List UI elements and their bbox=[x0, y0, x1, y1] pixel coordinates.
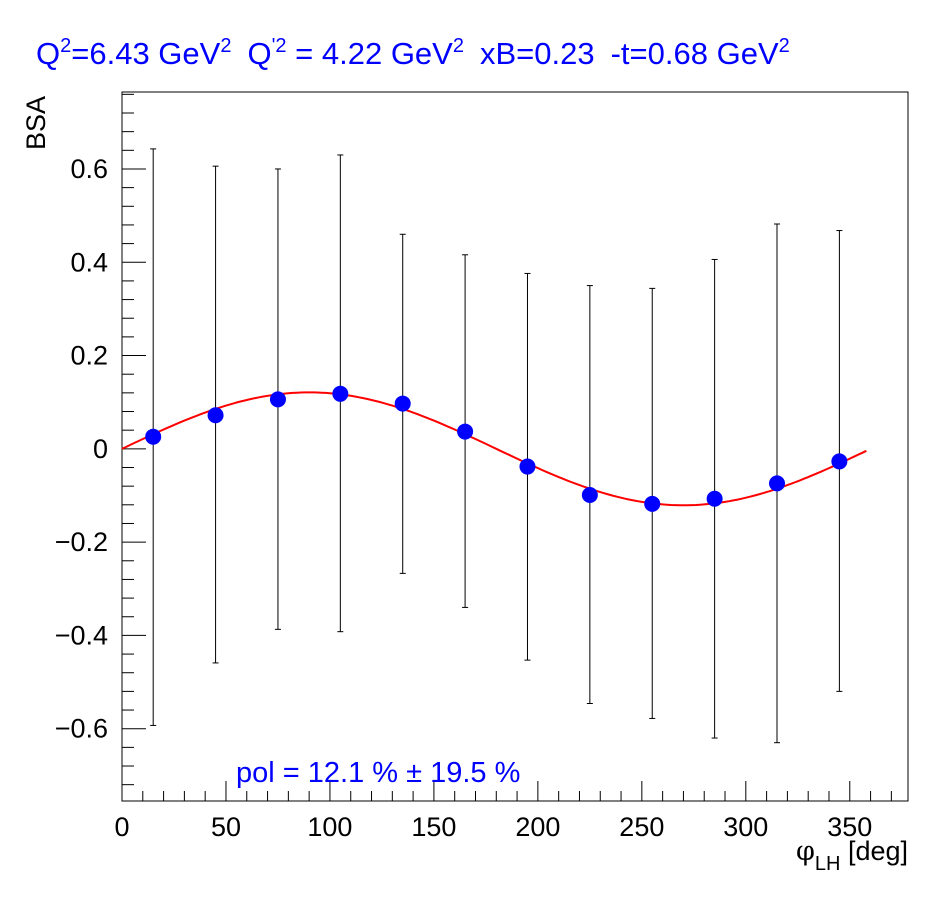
y-tick-label: 0.2 bbox=[70, 341, 108, 371]
plot-frame bbox=[121, 91, 909, 802]
pol-annotation: pol = 12.1 % ± 19.5 % bbox=[236, 757, 520, 789]
data-point bbox=[269, 391, 286, 408]
data-point bbox=[519, 458, 536, 475]
y-axis: −0.6 −0.4 −0.2 0 0.2 0.4 0.6 bbox=[55, 93, 146, 786]
x-axis-title: φLH [deg] bbox=[796, 836, 908, 875]
fit-curve bbox=[121, 391, 867, 507]
data-point bbox=[769, 475, 785, 492]
x-tick-label: 150 bbox=[411, 812, 456, 842]
data-point bbox=[831, 453, 848, 470]
data-point bbox=[394, 395, 411, 412]
data-point bbox=[332, 385, 349, 402]
x-tick-label: 0 bbox=[114, 812, 129, 842]
error-bars bbox=[150, 148, 843, 744]
y-tick-label: −0.6 bbox=[55, 714, 108, 744]
data-point bbox=[706, 490, 723, 507]
x-tick-label: 50 bbox=[211, 812, 241, 842]
y-tick-label: 0 bbox=[93, 434, 108, 464]
x-tick-label: 250 bbox=[619, 812, 664, 842]
x-tick-label: 300 bbox=[723, 812, 768, 842]
y-tick-label: 0.4 bbox=[70, 247, 108, 277]
x-tick-label: 100 bbox=[307, 812, 352, 842]
y-axis-title: BSA bbox=[21, 96, 51, 150]
data-points bbox=[145, 385, 848, 512]
data-point bbox=[644, 495, 661, 512]
x-tick-label: 350 bbox=[827, 812, 872, 842]
x-tick-label: 200 bbox=[515, 812, 560, 842]
y-tick-label: −0.2 bbox=[55, 527, 108, 557]
x-axis: 0 50 100 150 200 250 300 350 bbox=[114, 781, 892, 842]
chart-title: Q2=6.43 GeV2 Q'2 = 4.22 GeV2 xB=0.23 -t=0.6… bbox=[36, 35, 790, 71]
y-tick-label: −0.4 bbox=[55, 620, 108, 650]
data-point bbox=[581, 487, 598, 504]
data-point bbox=[145, 428, 162, 445]
data-point bbox=[457, 423, 474, 440]
data-point bbox=[207, 407, 224, 424]
y-tick-label: 0.6 bbox=[70, 154, 108, 184]
